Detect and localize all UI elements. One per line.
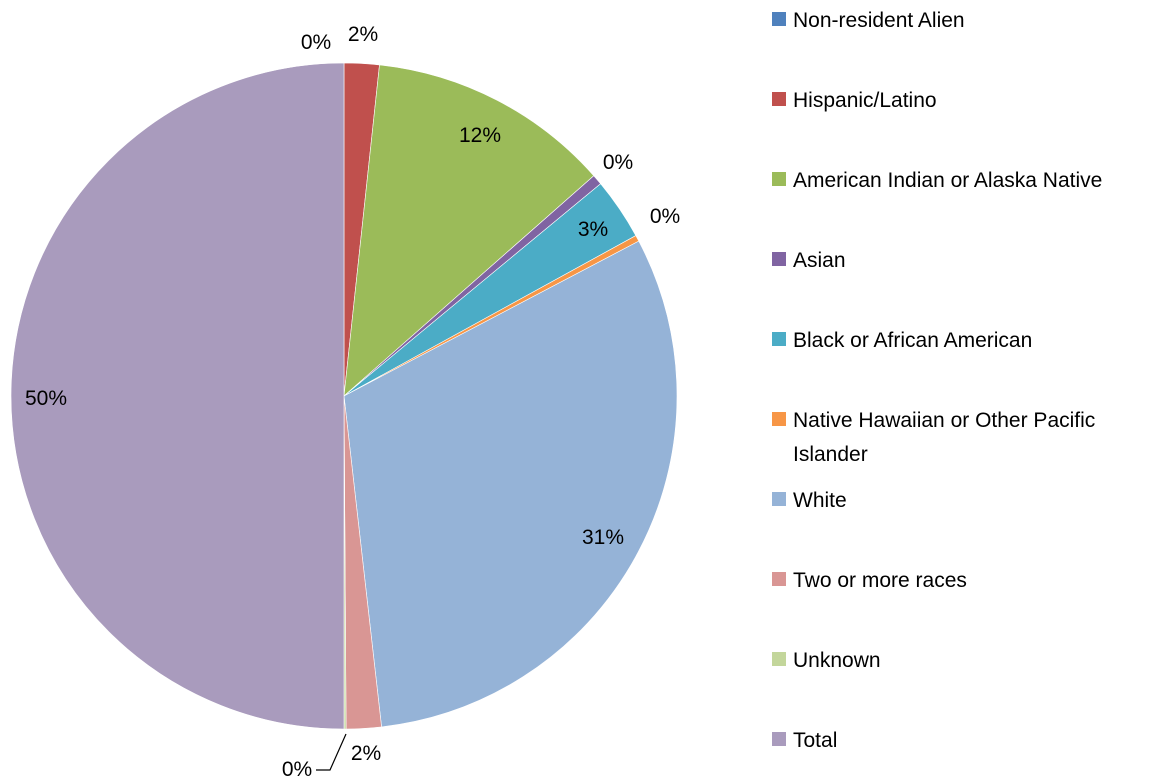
legend-swatch-asian <box>772 252 786 266</box>
legend-label-american-indian-or-alaska-native: American Indian or Alaska Native <box>793 169 1102 192</box>
data-label-asian: 0% <box>603 151 633 174</box>
legend-label-unknown: Unknown <box>793 649 881 672</box>
legend: Non-resident Alien Hispanic/Latino America… <box>772 9 1102 752</box>
legend-label-non-resident-alien: Non-resident Alien <box>793 9 965 32</box>
legend-label-native-hawaiian-or-other-pacific-islander-line-2: Islander <box>793 443 868 466</box>
legend-swatch-white <box>772 492 786 506</box>
legend-label-native-hawaiian-or-other-pacific-islander: Native Hawaiian or Other Pacific <box>793 409 1095 432</box>
legend-swatch-two-or-more-races <box>772 572 786 586</box>
leader-line-unknown <box>316 733 347 771</box>
pie-slice-american-indian-or-alaska-native <box>343 64 595 397</box>
legend-swatch-american-indian-or-alaska-native <box>772 172 786 186</box>
data-label-black-or-african-american: 3% <box>578 218 608 241</box>
data-label-unknown: 0% <box>282 758 312 781</box>
legend-swatch-black-or-african-american <box>772 332 786 346</box>
legend-swatch-unknown <box>772 652 786 666</box>
data-label-two-or-more-races: 2% <box>351 742 381 765</box>
leader-lines <box>316 733 347 771</box>
legend-label-asian: Asian <box>793 249 846 272</box>
legend-swatch-native-hawaiian-or-other-pacific-islander <box>772 412 786 426</box>
legend-label-hispanic-latino: Hispanic/Latino <box>793 89 937 112</box>
legend-swatch-total <box>772 732 786 746</box>
data-labels: 0% 2% 12% 0% 3% 0% 31% 2% 0% 50% <box>25 23 680 781</box>
pie-slice-white <box>343 240 678 728</box>
pie-slice-total <box>10 62 345 730</box>
legend-swatch-non-resident-alien <box>772 12 786 26</box>
data-label-white: 31% <box>582 526 624 549</box>
data-label-american-indian-or-alaska-native: 12% <box>459 124 501 147</box>
legend-swatch-hispanic-latino <box>772 92 786 106</box>
legend-label-white: White <box>793 489 847 512</box>
data-label-native-hawaiian-or-other-pacific-islander: 0% <box>650 205 680 228</box>
pie-slices <box>10 62 678 730</box>
legend-label-two-or-more-races: Two or more races <box>793 569 967 592</box>
data-label-total: 50% <box>25 387 67 410</box>
legend-label-total: Total <box>793 729 837 752</box>
data-label-hispanic-latino: 2% <box>348 23 378 46</box>
legend-label-black-or-african-american: Black or African American <box>793 329 1032 352</box>
data-label-non-resident-alien: 0% <box>301 31 331 54</box>
